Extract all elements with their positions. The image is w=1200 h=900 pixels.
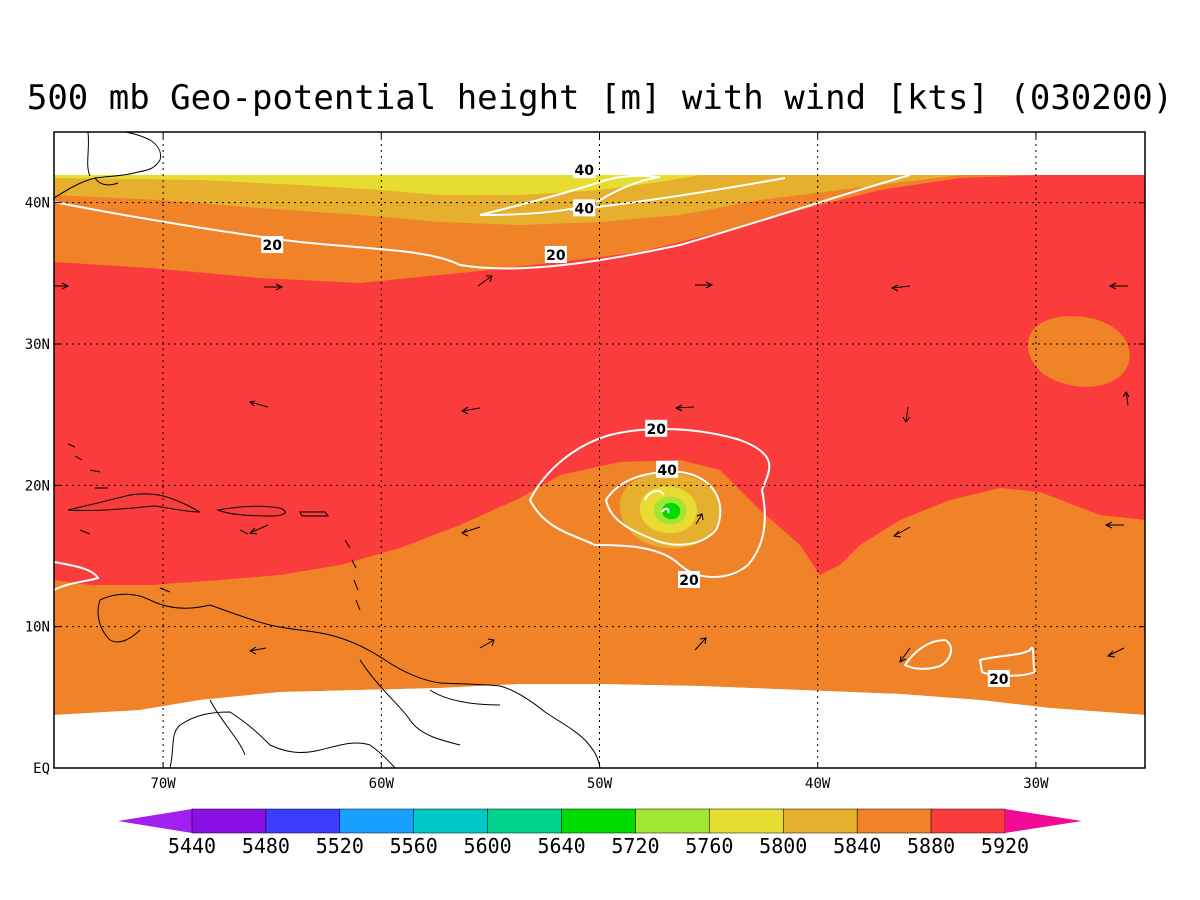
colorbar-label: 5560 bbox=[390, 834, 438, 858]
colorbar-label: 5920 bbox=[981, 834, 1029, 858]
coast-hispaniola bbox=[216, 505, 286, 517]
coast-venezuela-inland bbox=[209, 659, 501, 756]
wind-vector bbox=[479, 638, 495, 649]
x-tick-label: 50W bbox=[587, 776, 613, 792]
contour-label-bg bbox=[987, 669, 1010, 687]
height-blob-east bbox=[1028, 316, 1130, 387]
colorbar-box bbox=[709, 808, 784, 834]
colorbar-label: 5600 bbox=[464, 834, 512, 858]
contour-label-bg bbox=[677, 571, 700, 589]
y-tick-label: 30N bbox=[25, 337, 50, 353]
y-tick-label: 40N bbox=[25, 196, 50, 212]
wind-vectors bbox=[54, 275, 1130, 663]
colorbar-box bbox=[635, 808, 710, 834]
contour-label: 40 bbox=[574, 201, 594, 217]
colorbar-box bbox=[487, 808, 562, 834]
colorbar-label: 5520 bbox=[316, 834, 364, 858]
hurricane-band-5720 bbox=[662, 502, 681, 520]
height-band-5800-top bbox=[54, 175, 700, 195]
wind-vector bbox=[477, 275, 493, 287]
wind-contour-20-east-a bbox=[903, 638, 952, 670]
wind-vector bbox=[694, 637, 707, 651]
wind-vector bbox=[54, 282, 70, 290]
wind-vector bbox=[899, 647, 911, 663]
gridlines bbox=[54, 132, 1145, 768]
wind-vector bbox=[902, 406, 911, 423]
contour-label: 20 bbox=[262, 238, 282, 254]
wind-vector bbox=[674, 404, 695, 412]
colorbar-box bbox=[339, 808, 414, 834]
colorbar: 5440 5480 5520 5560 5600 5640 5720 5760 5800 5840… bbox=[118, 808, 1082, 858]
colorbar-box bbox=[930, 808, 1006, 834]
wind-vector bbox=[695, 513, 704, 525]
wind-contour-20-north bbox=[54, 174, 911, 270]
x-tick-label: 60W bbox=[369, 776, 395, 792]
coast-puerto-rico bbox=[299, 511, 329, 517]
colorbar-box bbox=[783, 808, 858, 834]
y-tick-label: 20N bbox=[25, 478, 50, 494]
colorbar-label: 5880 bbox=[907, 834, 955, 858]
contour-label: 20 bbox=[546, 248, 566, 264]
colorbar-extend-high bbox=[1005, 809, 1082, 833]
wind-vector bbox=[890, 284, 911, 292]
wind-vector bbox=[264, 283, 284, 291]
contour-label-bg bbox=[261, 236, 284, 254]
wind-contour-40-hurricane bbox=[604, 470, 722, 546]
map-field-layer: 20 20 20 20 20 40 40 40 bbox=[54, 132, 1145, 768]
colorbar-label: 5440 bbox=[168, 834, 216, 858]
axis-ticks bbox=[54, 132, 1145, 769]
wind-vector bbox=[248, 400, 269, 408]
contour-label: 20 bbox=[646, 422, 666, 438]
contour-label: 40 bbox=[574, 163, 594, 179]
colorbar-label: 5720 bbox=[611, 834, 659, 858]
contour-label-bg bbox=[544, 245, 567, 263]
contour-label-bg bbox=[573, 199, 596, 217]
colorbar-extend-low bbox=[118, 809, 192, 833]
coast-cuba bbox=[67, 493, 201, 513]
colorbar-box bbox=[265, 808, 341, 834]
chart-title: 500 mb Geo-potential height [m] with win… bbox=[26, 78, 1174, 118]
colorbar-box bbox=[856, 808, 932, 834]
contour-label-bg bbox=[656, 460, 679, 478]
wind-vector bbox=[695, 281, 714, 289]
coast-south-america bbox=[97, 593, 601, 768]
contour-label: 40 bbox=[657, 463, 677, 479]
contour-labels: 20 20 20 20 20 40 40 40 bbox=[261, 161, 1010, 688]
x-tick-label: 30W bbox=[1023, 776, 1049, 792]
contour-label-bg bbox=[573, 161, 596, 179]
colorbar-label: 5640 bbox=[537, 834, 585, 858]
contour-label: 20 bbox=[989, 672, 1009, 688]
wind-contour-40-north-a bbox=[479, 174, 661, 216]
contour-label: 20 bbox=[679, 573, 699, 589]
colorbar-label: 5760 bbox=[685, 834, 733, 858]
wind-vector bbox=[1106, 647, 1125, 658]
y-tick-label: 10N bbox=[25, 620, 50, 636]
x-tick-label: 70W bbox=[150, 776, 176, 792]
wind-vector bbox=[1108, 282, 1128, 290]
coast-islands bbox=[67, 443, 361, 611]
contour-label-bg bbox=[645, 419, 668, 437]
axis-labels: 70W 60W 50W 40W 30W 40N 30N 20N 10N EQ bbox=[25, 196, 1049, 792]
colorbar-box bbox=[191, 808, 267, 834]
colorbar-box bbox=[561, 808, 636, 834]
y-tick-label: EQ bbox=[33, 761, 50, 777]
colorbar-label: 5480 bbox=[242, 834, 290, 858]
wind-vector bbox=[1104, 521, 1124, 529]
wind-contour-20-hurricane bbox=[528, 427, 771, 578]
wind-vector bbox=[249, 646, 267, 655]
wind-vector bbox=[1122, 391, 1130, 406]
colorbar-box bbox=[413, 808, 488, 834]
wind-vector bbox=[248, 524, 269, 535]
wind-vector bbox=[461, 526, 481, 537]
colorbar-label: 5840 bbox=[833, 834, 881, 858]
wind-vector bbox=[892, 526, 911, 538]
wind-vector bbox=[461, 406, 481, 415]
x-tick-label: 40W bbox=[805, 776, 831, 792]
wind-contour-20-sw bbox=[54, 561, 100, 591]
wind-contour-hurricane-core bbox=[644, 489, 670, 514]
coastlines bbox=[54, 132, 601, 768]
colorbar-label: 5800 bbox=[759, 834, 807, 858]
coast-north-america bbox=[54, 132, 161, 199]
